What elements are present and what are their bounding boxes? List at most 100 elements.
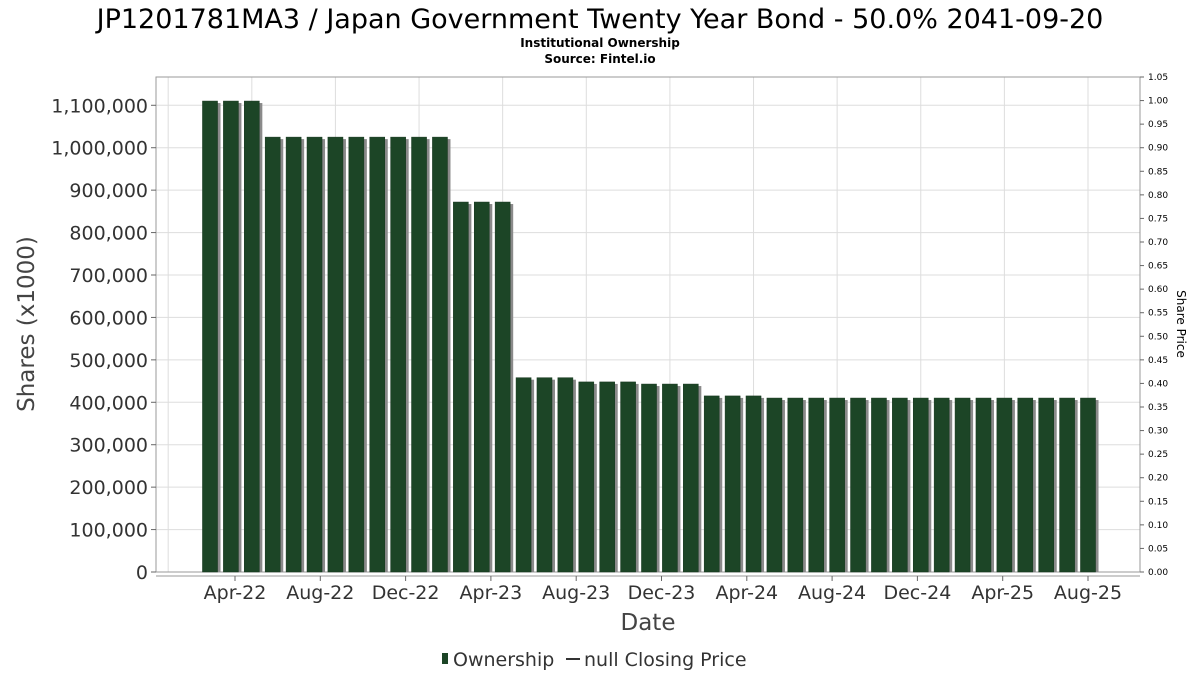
bar [453,201,469,573]
x-tick-label: Aug-25 [1054,582,1122,604]
x-tick-label: Dec-24 [883,582,951,604]
y2-tick-label: 0.95 [1148,120,1168,130]
y-tick-label: 1,100,000 [51,95,148,117]
bar [1017,397,1034,573]
bar [954,397,971,573]
bar [494,201,511,573]
y-tick-label: 700,000 [69,265,148,287]
y2-tick-label: 0.30 [1148,427,1168,437]
bar [912,397,929,573]
y-tick-label: 200,000 [69,477,148,499]
bar [306,136,323,573]
bar [473,201,490,573]
legend-ownership-label: Ownership [453,649,554,671]
bar [202,100,218,573]
x-axis-label: Date [621,610,676,636]
legend-ownership-swatch [442,653,448,664]
chart-subtitle-1: Institutional Ownership [520,36,680,50]
bar [578,381,595,573]
y2-tick-label: 0.10 [1148,521,1168,531]
bar [369,136,386,573]
y2-tick-label: 0.70 [1148,238,1168,248]
bar [975,397,992,573]
y2-tick-label: 0.00 [1148,568,1168,578]
bar [1038,397,1054,573]
bar [850,397,866,573]
x-tick-label: Apr-22 [204,582,267,604]
bar [1080,397,1096,573]
bar [703,395,720,573]
y-tick-label: 400,000 [69,392,148,414]
bar [745,395,762,573]
y2-axis-ticks: 0.00 0.05 0.10 0.15 0.20 0.25 0.30 0.35 0.40 0.45… [1140,73,1168,578]
bar [933,397,950,573]
y-axis-label: Shares (x1000) [14,236,40,412]
bar [223,100,239,573]
y2-tick-label: 0.90 [1148,144,1168,154]
bar [829,397,845,573]
bar [662,383,678,573]
bar [285,136,302,573]
y2-tick-label: 1.00 [1148,97,1168,107]
x-tick-label: Aug-22 [286,582,354,604]
y-tick-label: 300,000 [69,435,148,457]
y2-tick-label: 0.80 [1148,191,1168,201]
bar [536,377,553,573]
legend: Ownership null Closing Price [442,649,747,671]
y2-axis-label: Share Price [1174,290,1188,358]
chart-subtitle-2: Source: Fintel.io [544,52,655,66]
y-tick-label: 0 [136,562,148,584]
y2-tick-label: 0.65 [1148,262,1168,272]
bar [871,397,887,573]
y-axis-ticks: 0 100,000 200,000 300,000 400,000 500,000 600,… [51,95,156,584]
x-tick-label: Dec-23 [628,582,696,604]
y2-tick-label: 0.75 [1148,214,1168,224]
x-tick-label: Apr-25 [971,582,1034,604]
bar [432,136,448,573]
bar [244,100,260,573]
bar [327,136,344,573]
y2-tick-label: 0.05 [1148,544,1168,554]
y-tick-label: 600,000 [69,307,148,329]
x-tick-label: Apr-24 [715,582,778,604]
y2-tick-label: 0.15 [1148,497,1168,507]
bar [724,395,741,573]
y-tick-label: 900,000 [69,180,148,202]
y-tick-label: 1,000,000 [51,138,148,160]
y-tick-label: 800,000 [69,223,148,245]
bar [264,136,281,573]
bar [411,136,427,573]
legend-price-label: null Closing Price [584,649,747,671]
y2-tick-label: 1.05 [1148,73,1168,83]
bars [202,100,1099,573]
bar [683,383,699,573]
bar [641,383,657,573]
bar [808,397,825,573]
y2-tick-label: 0.25 [1148,450,1168,460]
x-tick-label: Dec-22 [372,582,440,604]
x-tick-label: Aug-24 [798,582,866,604]
y-tick-label: 100,000 [69,520,148,542]
bar [620,381,636,573]
y2-tick-label: 0.40 [1148,379,1168,389]
bar [557,377,574,573]
y2-tick-label: 0.85 [1148,167,1168,177]
chart-title: JP1201781MA3 / Japan Government Twenty Y… [95,4,1104,35]
x-tick-label: Aug-23 [542,582,610,604]
bar [390,136,406,573]
bar [766,397,783,573]
y2-tick-label: 0.35 [1148,403,1168,413]
y-tick-label: 500,000 [69,350,148,372]
y2-tick-label: 0.60 [1148,285,1168,295]
y2-tick-label: 0.50 [1148,332,1168,342]
y2-tick-label: 0.45 [1148,356,1168,366]
bar [348,136,365,573]
bar [996,397,1013,573]
bar [787,397,804,573]
x-axis-ticks: Apr-22 Aug-22 Dec-22 Apr-23 Aug-23 Dec-23 Apr-… [156,575,1140,604]
bar [599,381,615,573]
y2-tick-label: 0.20 [1148,474,1168,484]
bar [515,377,532,573]
x-tick-label: Apr-23 [460,582,523,604]
